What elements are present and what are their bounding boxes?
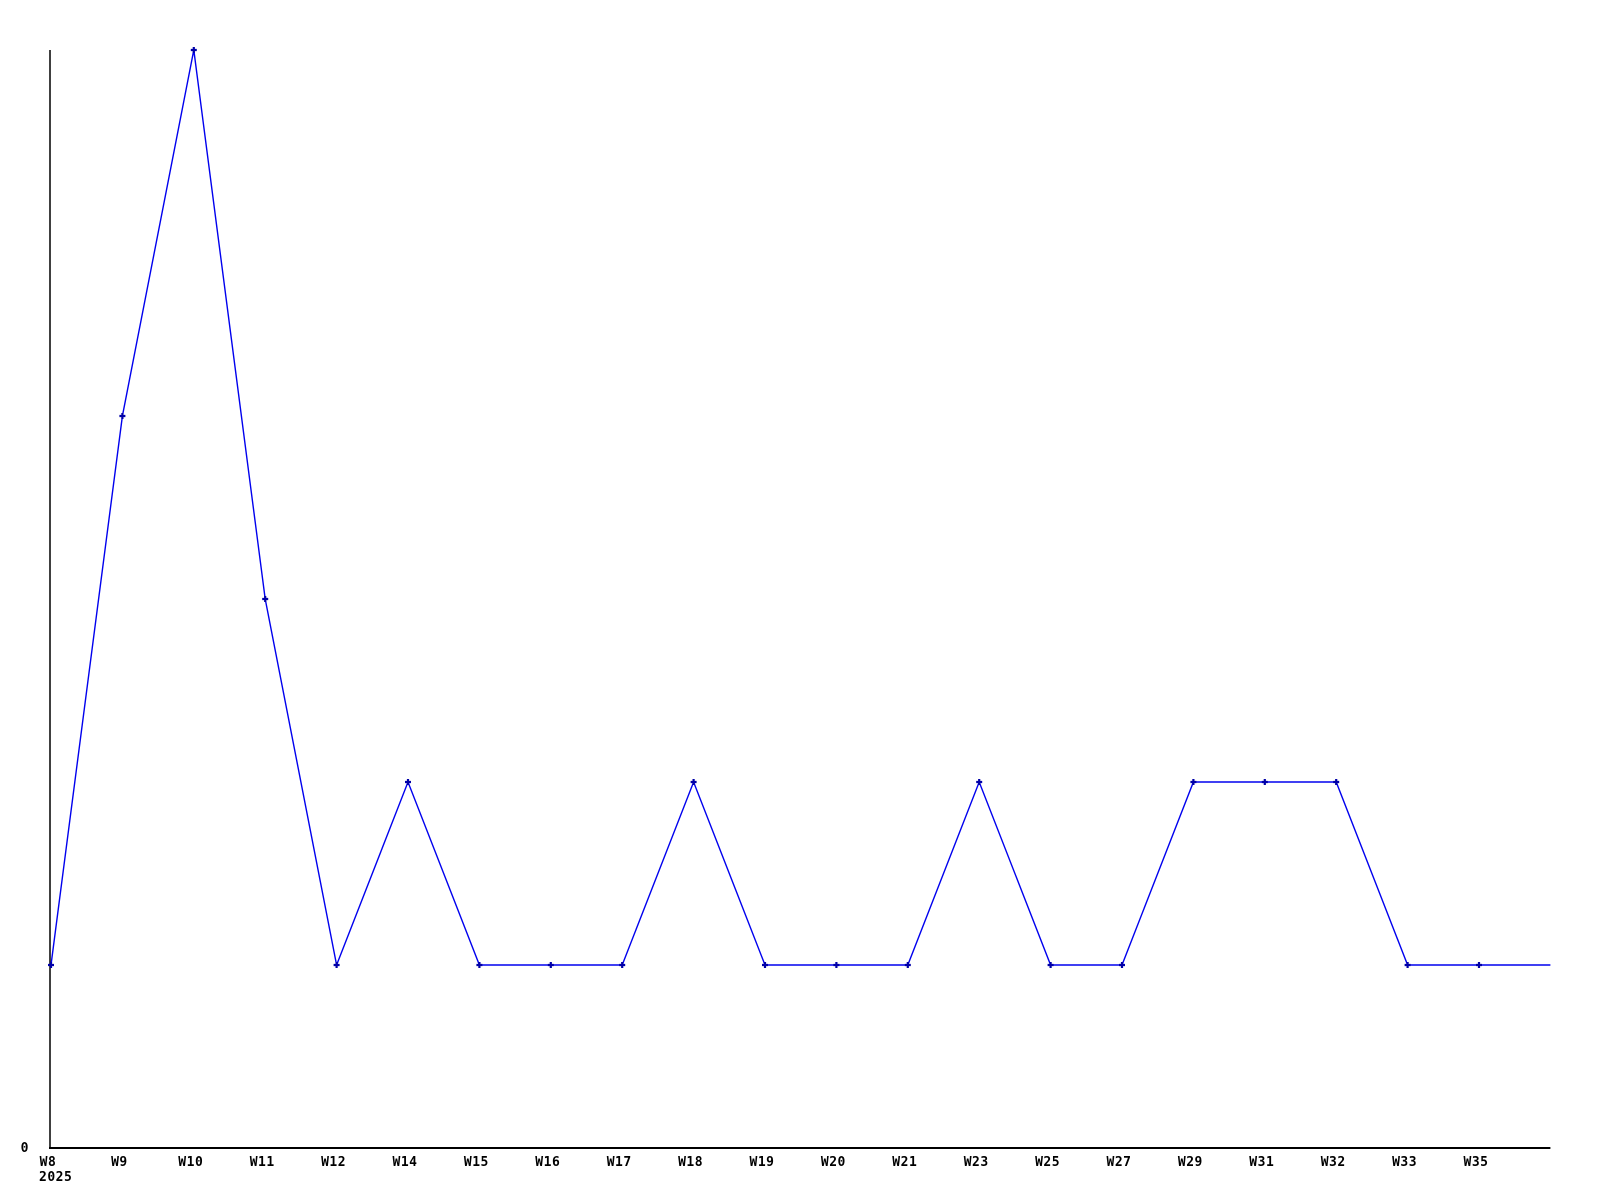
x-tick-label: W17 [607, 1155, 632, 1170]
data-line [50, 49, 1551, 968]
data-point-marker [119, 413, 126, 419]
x-tick-label: W9 [111, 1155, 128, 1170]
x-tick-label: W25 [1035, 1155, 1060, 1170]
data-point-marker [904, 962, 911, 968]
x-tick-label: W27 [1107, 1155, 1132, 1170]
data-point-marker [262, 596, 269, 602]
x-tick-label: W8 [40, 1155, 57, 1170]
y-tick-label: 0 [21, 1141, 29, 1156]
data-point-marker [762, 962, 768, 968]
x-tick-label: W31 [1249, 1155, 1274, 1170]
data-point-marker [190, 47, 197, 53]
x-tick-label: W15 [464, 1155, 489, 1170]
data-point-marker [833, 962, 840, 968]
data-point-marker [976, 779, 983, 785]
data-point-marker [619, 962, 626, 968]
x-tick-label: W23 [964, 1155, 989, 1170]
x-tick-label: W21 [892, 1155, 917, 1170]
x-tick-label: W29 [1178, 1155, 1203, 1170]
data-point-marker [690, 779, 697, 785]
data-point-marker [1119, 962, 1125, 968]
data-point-marker [476, 962, 483, 968]
x-tick-label: W18 [678, 1155, 703, 1170]
data-point-marker [1476, 962, 1482, 968]
x-tick-label: W14 [393, 1155, 418, 1170]
data-point-marker [405, 779, 411, 785]
data-point-marker [547, 962, 554, 968]
x-tick-label: W11 [250, 1155, 275, 1170]
x-tick-label: W35 [1464, 1155, 1489, 1170]
data-point-marker [333, 962, 340, 968]
data-point-marker [1333, 779, 1340, 785]
x-tick-label: W16 [535, 1155, 560, 1170]
x-tick-label: W32 [1321, 1155, 1346, 1170]
x-tick-label: W12 [321, 1155, 346, 1170]
data-point-marker [48, 962, 54, 968]
data-point-marker [1047, 962, 1054, 968]
x-tick-label: W33 [1392, 1155, 1417, 1170]
data-point-marker [1261, 779, 1268, 785]
data-point-marker [1404, 962, 1411, 968]
x-tick-label: W20 [821, 1155, 846, 1170]
x-axis-year-label: 2025 [39, 1170, 72, 1185]
data-point-marker [1190, 779, 1197, 785]
x-tick-label: W10 [178, 1155, 203, 1170]
x-tick-label: W19 [750, 1155, 775, 1170]
